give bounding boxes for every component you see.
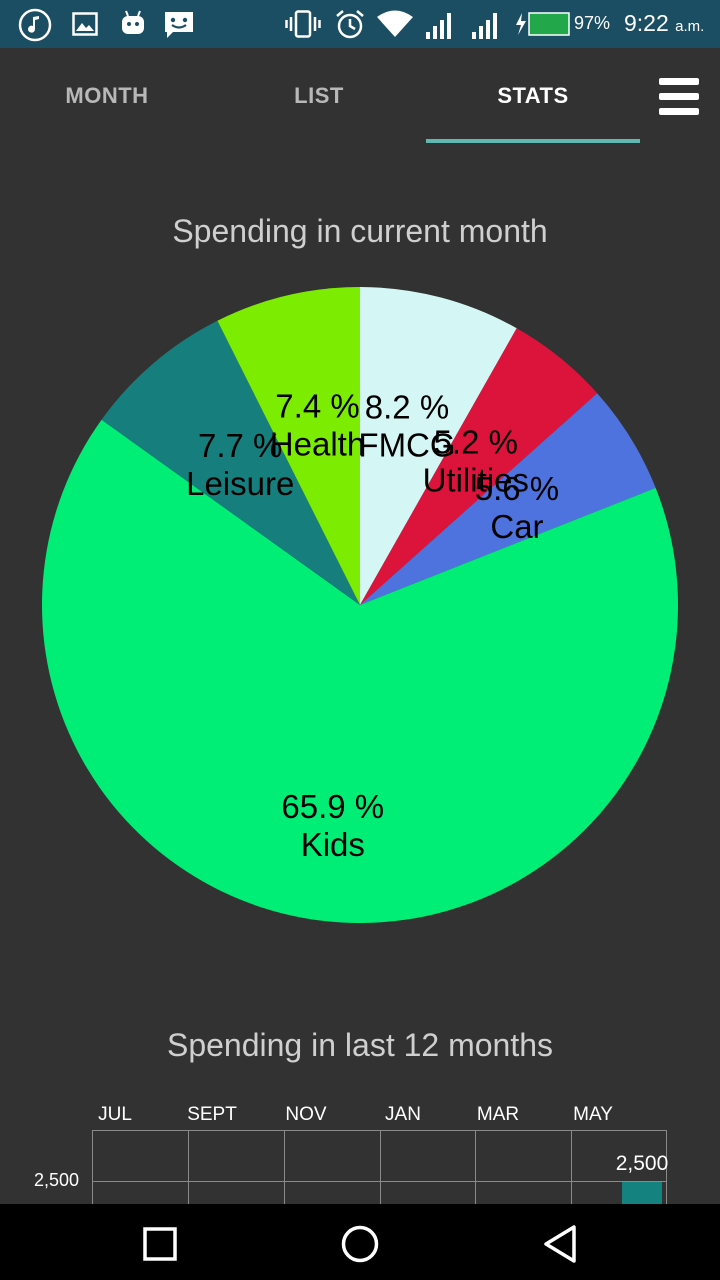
recent-apps-button[interactable] xyxy=(138,1222,182,1266)
hamburger-menu-icon[interactable] xyxy=(656,76,702,116)
pie-slice-health xyxy=(217,287,360,605)
music-note-icon xyxy=(18,8,52,42)
clock-ampm: a.m. xyxy=(675,18,705,35)
status-bar: 97% 9:22 a.m. xyxy=(0,0,720,48)
alarm-icon xyxy=(336,10,364,39)
signal-icon xyxy=(472,13,497,39)
pie-chart-title: Spending in current month xyxy=(172,213,548,249)
bar-chart: JUL SEPT NOV JAN MAR MAY 2,500 2,500 xyxy=(0,1096,720,1212)
battery-percent: 97% xyxy=(574,13,611,33)
pie-slice-utilities xyxy=(360,328,598,605)
tab-stats[interactable]: STATS xyxy=(497,83,569,108)
image-icon xyxy=(72,12,98,36)
bar-value-label: 2,500 xyxy=(615,1152,669,1175)
navigation-bar xyxy=(0,1204,720,1280)
tab-bar: MONTH LIST STATS xyxy=(0,48,720,144)
active-tab-indicator xyxy=(426,139,640,143)
pie-percent-label: 5.6 % xyxy=(475,470,559,507)
clock-time: 9:22 xyxy=(624,10,669,36)
pie-category-label: Health xyxy=(270,426,365,463)
home-button[interactable] xyxy=(338,1222,382,1266)
x-tick-label: MAR xyxy=(476,1104,520,1125)
pie-slice-fmcg xyxy=(360,287,517,605)
y-tick-label: 2,500 xyxy=(34,1170,80,1190)
pie-category-label: Utilities xyxy=(423,461,529,498)
tab-month[interactable]: MONTH xyxy=(65,83,149,108)
pie-percent-label: 7.7 % xyxy=(198,427,282,464)
x-tick-label: JUL xyxy=(98,1104,132,1125)
pie-category-label: Car xyxy=(490,508,543,545)
pie-percent-label: 7.4 % xyxy=(275,388,359,425)
pie-category-label: FMCG xyxy=(358,427,455,464)
pie-slice-kids xyxy=(42,419,678,923)
vibrate-icon xyxy=(285,10,321,38)
pie-percent-label: 65.9 % xyxy=(281,788,384,825)
pie-percent-label: 5.2 % xyxy=(434,423,518,460)
pie-slice-leisure xyxy=(101,320,360,605)
wifi-icon xyxy=(377,10,413,37)
chart-grid xyxy=(92,1130,667,1210)
android-icon xyxy=(122,10,144,34)
pie-category-label: Leisure xyxy=(186,465,294,502)
back-button[interactable] xyxy=(538,1222,582,1266)
tab-list[interactable]: LIST xyxy=(294,83,344,108)
clock: 9:22 a.m. xyxy=(624,10,704,37)
pie-percent-label: 8.2 % xyxy=(365,389,449,426)
pie-slice-car xyxy=(360,393,656,605)
signal-icon xyxy=(426,13,451,39)
x-tick-label: MAY xyxy=(573,1104,613,1125)
bar-chart-title: Spending in last 12 months xyxy=(166,1027,554,1063)
pie-category-label: Kids xyxy=(301,826,365,863)
message-icon xyxy=(165,12,193,38)
x-tick-label: JAN xyxy=(385,1104,421,1125)
x-tick-label: NOV xyxy=(285,1104,327,1125)
battery-charging-icon xyxy=(516,12,570,36)
x-tick-label: SEPT xyxy=(187,1104,237,1125)
